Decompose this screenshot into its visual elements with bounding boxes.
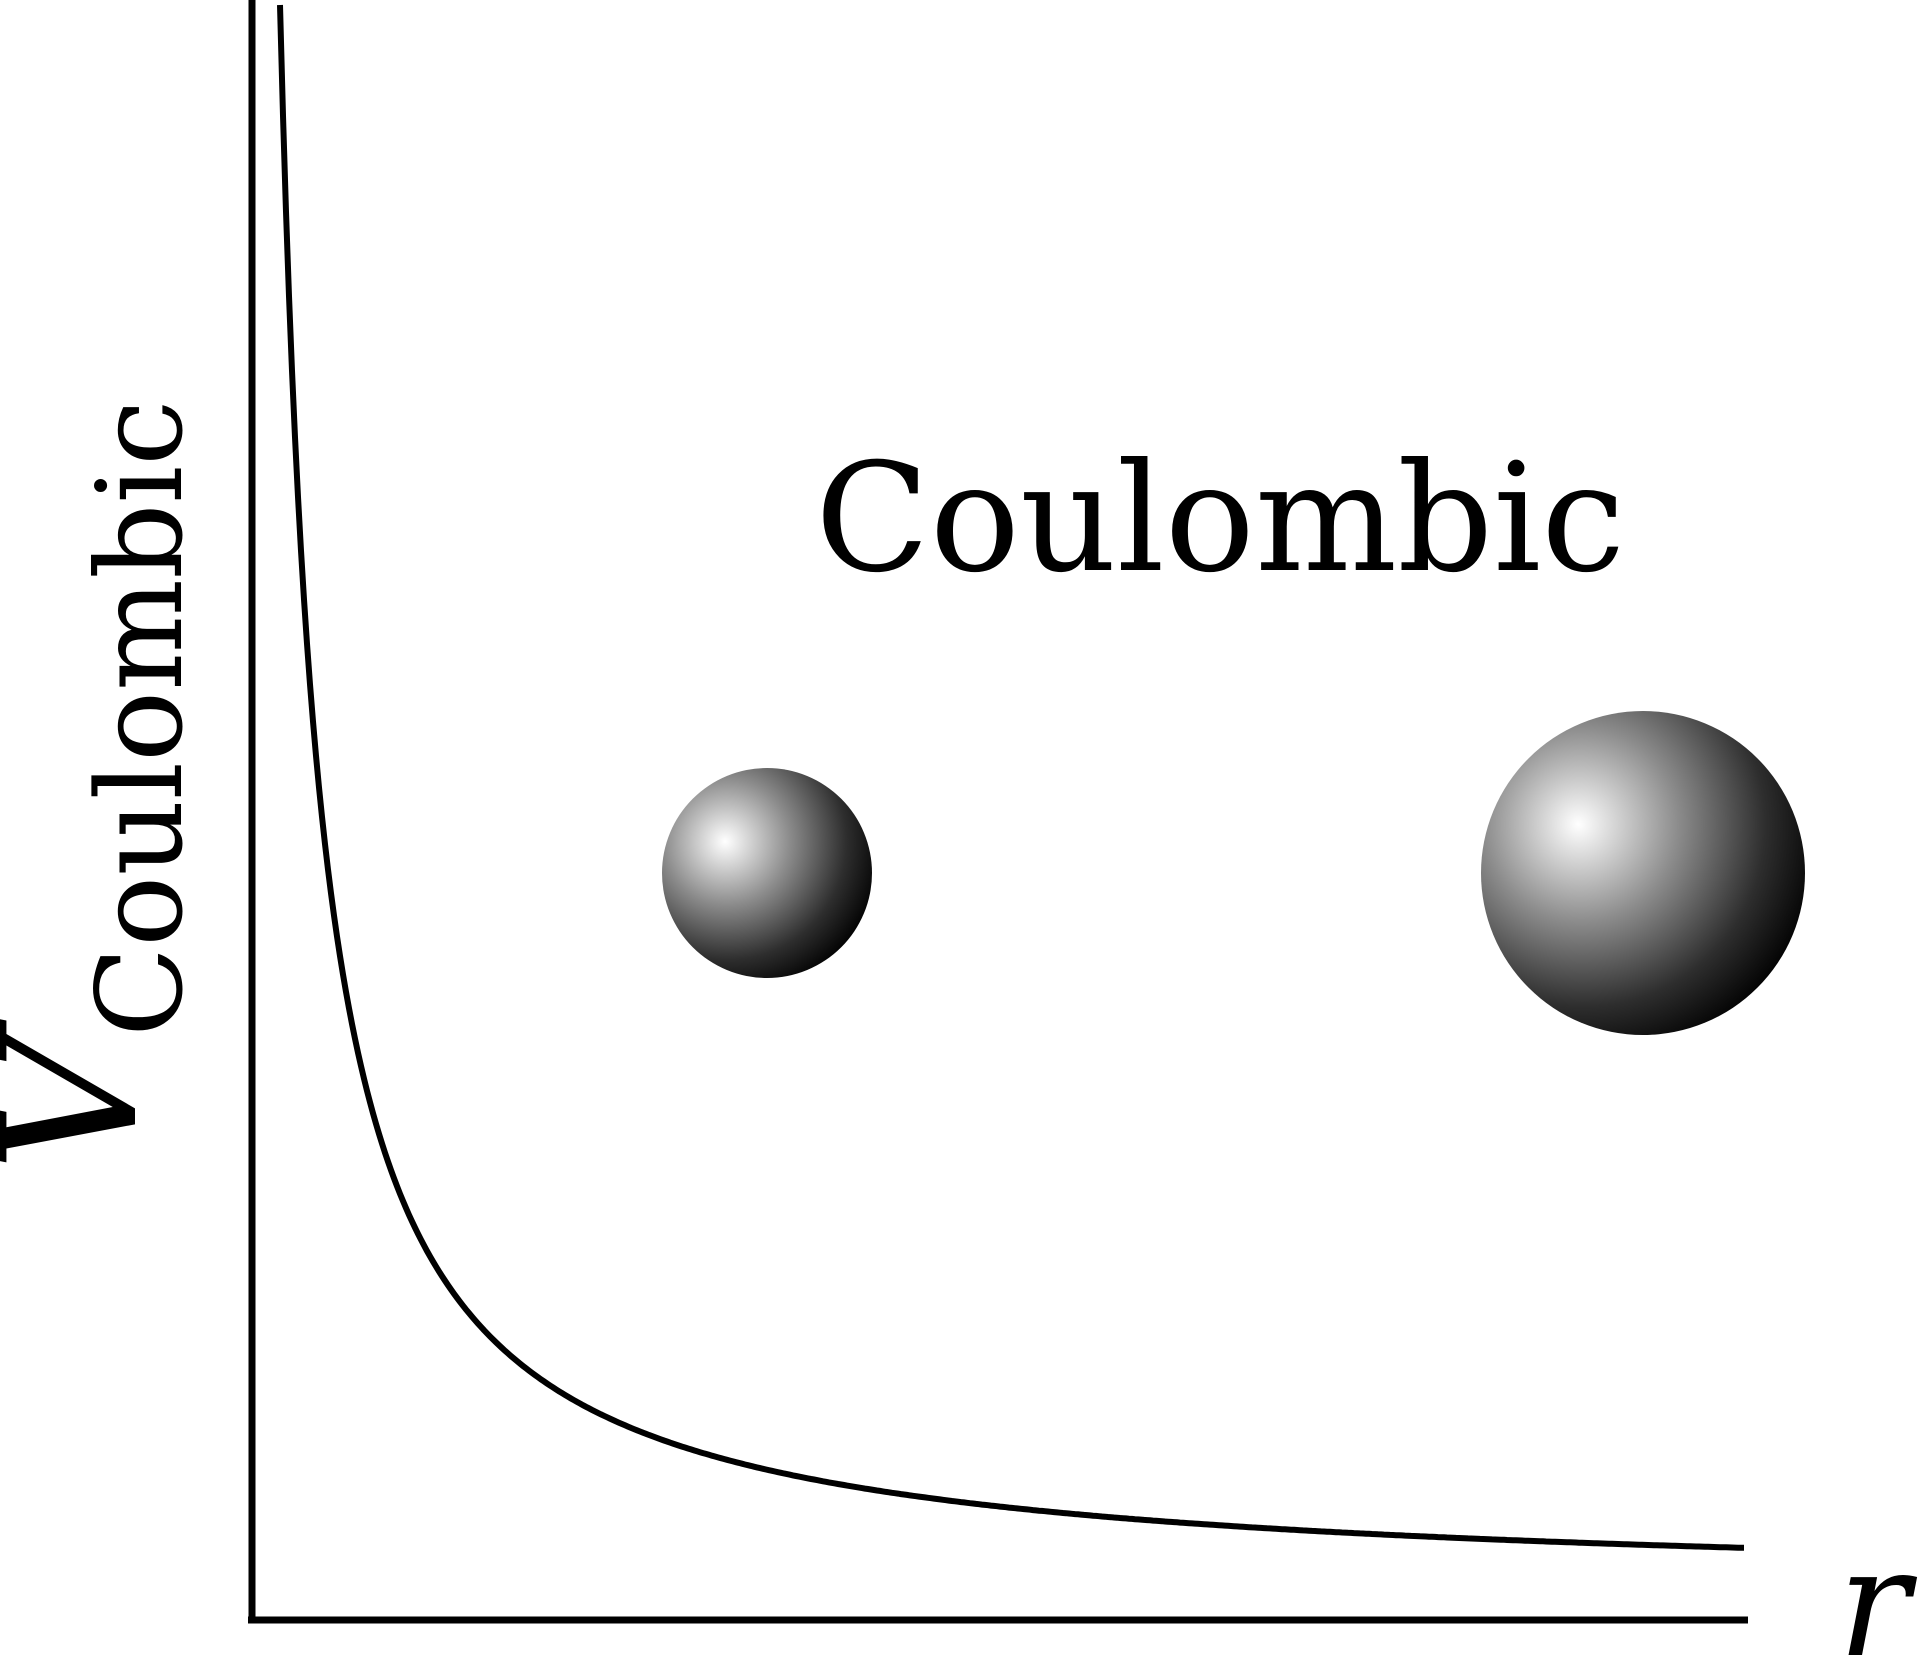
panel-title: Coulombic xyxy=(815,432,1625,606)
y-axis-label-main: V xyxy=(0,1018,180,1172)
large-sphere xyxy=(1481,711,1805,1035)
small-sphere xyxy=(662,768,872,978)
y-axis-label: V Coulombic xyxy=(0,400,209,1172)
y-axis-label-subscript: Coulombic xyxy=(71,400,209,1037)
x-axis-label: r xyxy=(1838,1517,1918,1663)
coulomb-potential-curve xyxy=(277,4,1744,1551)
